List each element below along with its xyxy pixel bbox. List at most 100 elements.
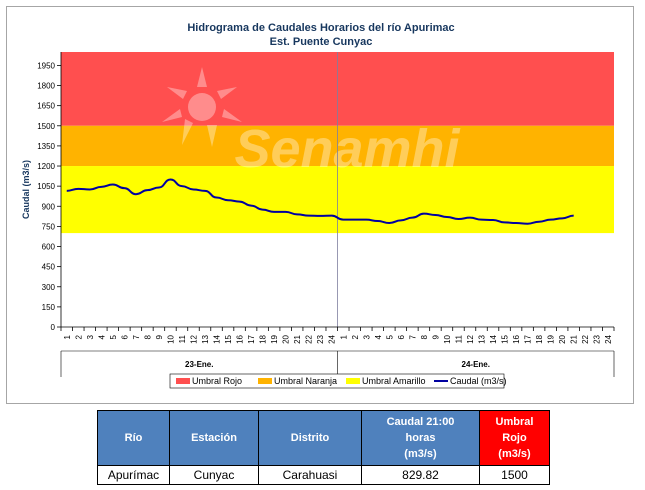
x-tick-label-47: 24 — [604, 334, 613, 343]
x-tick-label-18: 19 — [270, 334, 279, 343]
header-umbral: Umbral Rojo (m3/s) — [479, 410, 550, 466]
senamhi-watermark: Senamhi — [162, 67, 461, 179]
y-tick-label-12: 1800 — [37, 82, 55, 91]
cell-estacion: Cunyac — [169, 465, 259, 485]
x-tick-label-16: 17 — [247, 334, 256, 343]
sun-logo-icon — [162, 67, 242, 147]
x-tick-label-31: 8 — [420, 334, 429, 339]
y-axis-label: Caudal (m3/s) — [21, 160, 31, 219]
chart-subtitle: Est. Puente Cunyac — [270, 36, 373, 48]
x-tick-label-5: 6 — [120, 334, 129, 339]
legend-box — [169, 373, 505, 389]
x-tick-label-27: 4 — [374, 334, 383, 339]
table-row: Apurímac Cunyac Carahuasi 829.82 1500 — [97, 465, 550, 485]
x-tick-label-15: 16 — [236, 334, 245, 343]
y-tick-label-3: 450 — [42, 263, 56, 272]
legend-label-3: Caudal (m3/s) — [450, 376, 507, 386]
y-tick-label-6: 900 — [42, 202, 56, 211]
x-tick-label-37: 14 — [489, 334, 498, 343]
header-rio: Río — [97, 410, 170, 466]
x-tick-label-3: 4 — [97, 334, 106, 339]
chart-frame: Hidrograma de Caudales Horarios del río … — [6, 6, 634, 404]
x-tick-label-23: 24 — [328, 334, 337, 343]
x-tick-label-43: 20 — [558, 334, 567, 343]
y-tick-label-8: 1200 — [37, 162, 55, 171]
y-tick-label-7: 1050 — [37, 182, 55, 191]
y-tick-label-4: 600 — [42, 243, 56, 252]
header-caudal-line3: (m3/s) — [404, 448, 437, 460]
x-tick-label-4: 5 — [109, 334, 118, 339]
x-axis-ticks: 1 2 3 4 5 6 7 8 9 10 11 12 13 14 15 16 17 18 19 20 21 22 23 24 1… — [60, 327, 615, 377]
x-tick-label-35: 12 — [466, 334, 475, 343]
hydrograph-chart: Hidrograma de Caudales Horarios del río … — [21, 22, 615, 389]
y-tick-label-0: 0 — [51, 323, 56, 332]
x-tick-label-19: 20 — [282, 334, 291, 343]
x-tick-label-25: 2 — [351, 334, 360, 339]
header-caudal-line1: Caudal 21:00 — [386, 416, 455, 428]
header-caudal: Caudal 21:00 horas (m3/s) — [361, 410, 480, 466]
header-estacion: Estación — [169, 410, 259, 466]
x-tick-label-0: 1 — [63, 334, 72, 339]
x-tick-label-46: 23 — [593, 334, 602, 343]
legend-swatch-0 — [176, 378, 190, 384]
x-tick-label-33: 10 — [443, 334, 452, 343]
y-tick-label-11: 1650 — [37, 102, 55, 111]
x-tick-label-40: 17 — [524, 334, 533, 343]
header-caudal-line2: horas — [405, 432, 436, 444]
x-tick-label-44: 21 — [570, 334, 579, 343]
x-tick-label-22: 23 — [316, 334, 325, 343]
x-tick-label-30: 7 — [408, 334, 417, 339]
x-tick-label-24: 1 — [339, 334, 348, 339]
x-tick-label-39: 16 — [512, 334, 521, 343]
y-tick-label-2: 300 — [42, 283, 56, 292]
cell-rio: Apurímac — [97, 465, 170, 485]
x-tick-label-38: 15 — [501, 334, 510, 343]
caudal-series-line — [66, 178, 574, 225]
x-tick-label-17: 18 — [259, 334, 268, 343]
x-tick-label-32: 9 — [431, 334, 440, 339]
y-tick-label-13: 1950 — [37, 61, 55, 70]
x-tick-label-13: 14 — [213, 334, 222, 343]
table-header-row: Río Estación Distrito Caudal 21:00 horas… — [97, 410, 550, 466]
x-tick-label-42: 19 — [547, 334, 556, 343]
legend-swatch-1 — [258, 378, 272, 384]
header-distrito: Distrito — [258, 410, 362, 466]
x-tick-label-14: 15 — [224, 334, 233, 343]
x-tick-label-10: 11 — [178, 334, 187, 343]
cell-caudal: 829.82 — [361, 465, 480, 485]
y-axis-ticks: 0 150 300 450 600 750 900 1050 1200 1350 1500 1650 1… — [37, 61, 61, 332]
x-tick-label-45: 22 — [581, 334, 590, 343]
x-tick-label-20: 21 — [293, 334, 302, 343]
y-tick-label-1: 150 — [42, 303, 56, 312]
x-tick-label-11: 12 — [189, 334, 198, 343]
legend-label-2: Umbral Amarillo — [362, 376, 426, 386]
x-tick-label-28: 5 — [385, 334, 394, 339]
x-tick-label-26: 3 — [362, 334, 371, 339]
x-tick-label-34: 11 — [454, 334, 463, 343]
chart-legend: Umbral Rojo Umbral Naranja Umbral Amarillo… — [169, 373, 507, 389]
x-tick-label-36: 13 — [478, 334, 487, 343]
legend-swatch-2 — [346, 378, 360, 384]
header-umbral-line2: Rojo — [502, 432, 527, 444]
y-tick-label-5: 750 — [42, 222, 56, 231]
x-tick-label-2: 3 — [86, 334, 95, 339]
x-tick-label-29: 6 — [397, 334, 406, 339]
header-umbral-line3: (m3/s) — [498, 448, 531, 460]
x-tick-label-1: 2 — [74, 334, 83, 339]
x-tick-label-9: 10 — [166, 334, 175, 343]
x-tick-label-12: 13 — [201, 334, 210, 343]
y-tick-label-9: 1350 — [37, 142, 55, 151]
x-tick-label-7: 8 — [143, 334, 152, 339]
x-tick-label-8: 9 — [155, 334, 164, 339]
day-label-0: 23-Ene. — [185, 360, 213, 369]
legend-label-1: Umbral Naranja — [274, 376, 337, 386]
x-tick-label-6: 7 — [132, 334, 141, 339]
y-tick-label-10: 1500 — [37, 122, 55, 131]
watermark-text: Senamhi — [234, 119, 460, 179]
x-tick-label-41: 18 — [535, 334, 544, 343]
chart-title: Hidrograma de Caudales Horarios del río … — [187, 22, 454, 34]
day-labels: 23-Ene. 24-Ene. — [185, 360, 490, 369]
day-label-1: 24-Ene. — [462, 360, 490, 369]
header-umbral-line1: Umbral — [495, 416, 534, 428]
cell-umbral: 1500 — [479, 465, 550, 485]
